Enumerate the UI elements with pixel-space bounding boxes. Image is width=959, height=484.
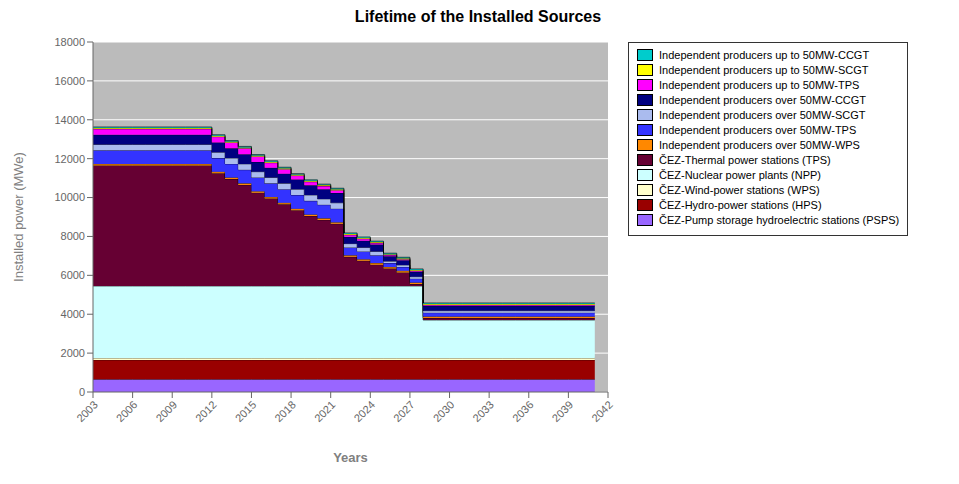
svg-text:0: 0 bbox=[79, 386, 85, 398]
svg-text:2021: 2021 bbox=[312, 398, 338, 424]
svg-text:2003: 2003 bbox=[74, 398, 100, 424]
svg-text:4000: 4000 bbox=[61, 308, 85, 320]
svg-text:2027: 2027 bbox=[391, 398, 417, 424]
html-text:Independent producers over 50M: Independent producers over 50MW-SCGT bbox=[659, 109, 866, 121]
svg-text:2033: 2033 bbox=[470, 398, 496, 424]
svg-text:6000: 6000 bbox=[61, 269, 85, 281]
html-text:Independent producers over 50M: Independent producers over 50MW-TPS bbox=[659, 124, 857, 136]
html-text:Independent producers up to 50: Independent producers up to 50MW-TPS bbox=[659, 79, 860, 91]
html-text:ČEZ-Pump storage hydroelectric: ČEZ-Pump storage hydroelectric stations … bbox=[659, 214, 900, 226]
html-text:Independent producers up to 50: Independent producers up to 50MW-CCGT bbox=[659, 49, 870, 61]
svg-text:14000: 14000 bbox=[54, 114, 85, 126]
svg-text:18000: 18000 bbox=[54, 36, 85, 48]
svg-text:10000: 10000 bbox=[54, 191, 85, 203]
svg-text:2015: 2015 bbox=[233, 398, 259, 424]
svg-text:2039: 2039 bbox=[550, 398, 576, 424]
html-text:Independent producers up to 50: Independent producers up to 50MW-SCGT bbox=[659, 64, 869, 76]
svg-text:2000: 2000 bbox=[61, 347, 85, 359]
html-text:Independent producers over 50M: Independent producers over 50MW-CCGT bbox=[659, 94, 867, 106]
svg-text:2024: 2024 bbox=[351, 398, 377, 424]
svg-text:2042: 2042 bbox=[589, 398, 615, 424]
svg-text:8000: 8000 bbox=[61, 230, 85, 242]
svg-text:16000: 16000 bbox=[54, 75, 85, 87]
svg-text:2036: 2036 bbox=[510, 398, 536, 424]
svg-text:Installed power (MWe): Installed power (MWe) bbox=[11, 152, 26, 282]
html-text:ČEZ-Thermal power stations (TP: ČEZ-Thermal power stations (TPS) bbox=[659, 154, 831, 166]
svg-text:2012: 2012 bbox=[193, 398, 219, 424]
html-text:ČEZ-Nuclear power plants (NPP): ČEZ-Nuclear power plants (NPP) bbox=[659, 169, 821, 181]
html-text:Lifetime of the Installed Sour: Lifetime of the Installed Sources bbox=[354, 8, 602, 25]
svg-text:Years: Years bbox=[333, 450, 368, 465]
svg-text:2009: 2009 bbox=[153, 398, 179, 424]
svg-text:12000: 12000 bbox=[54, 153, 85, 165]
svg-text:2006: 2006 bbox=[114, 398, 140, 424]
svg-text:2030: 2030 bbox=[431, 398, 457, 424]
html-text:ČEZ-Hydro-power stations (HPS): ČEZ-Hydro-power stations (HPS) bbox=[659, 199, 822, 211]
svg-text:2018: 2018 bbox=[272, 398, 298, 424]
html-text:ČEZ-Wind-power stations (WPS): ČEZ-Wind-power stations (WPS) bbox=[659, 184, 820, 196]
html-text:Independent producers over 50M: Independent producers over 50MW-WPS bbox=[659, 139, 860, 151]
